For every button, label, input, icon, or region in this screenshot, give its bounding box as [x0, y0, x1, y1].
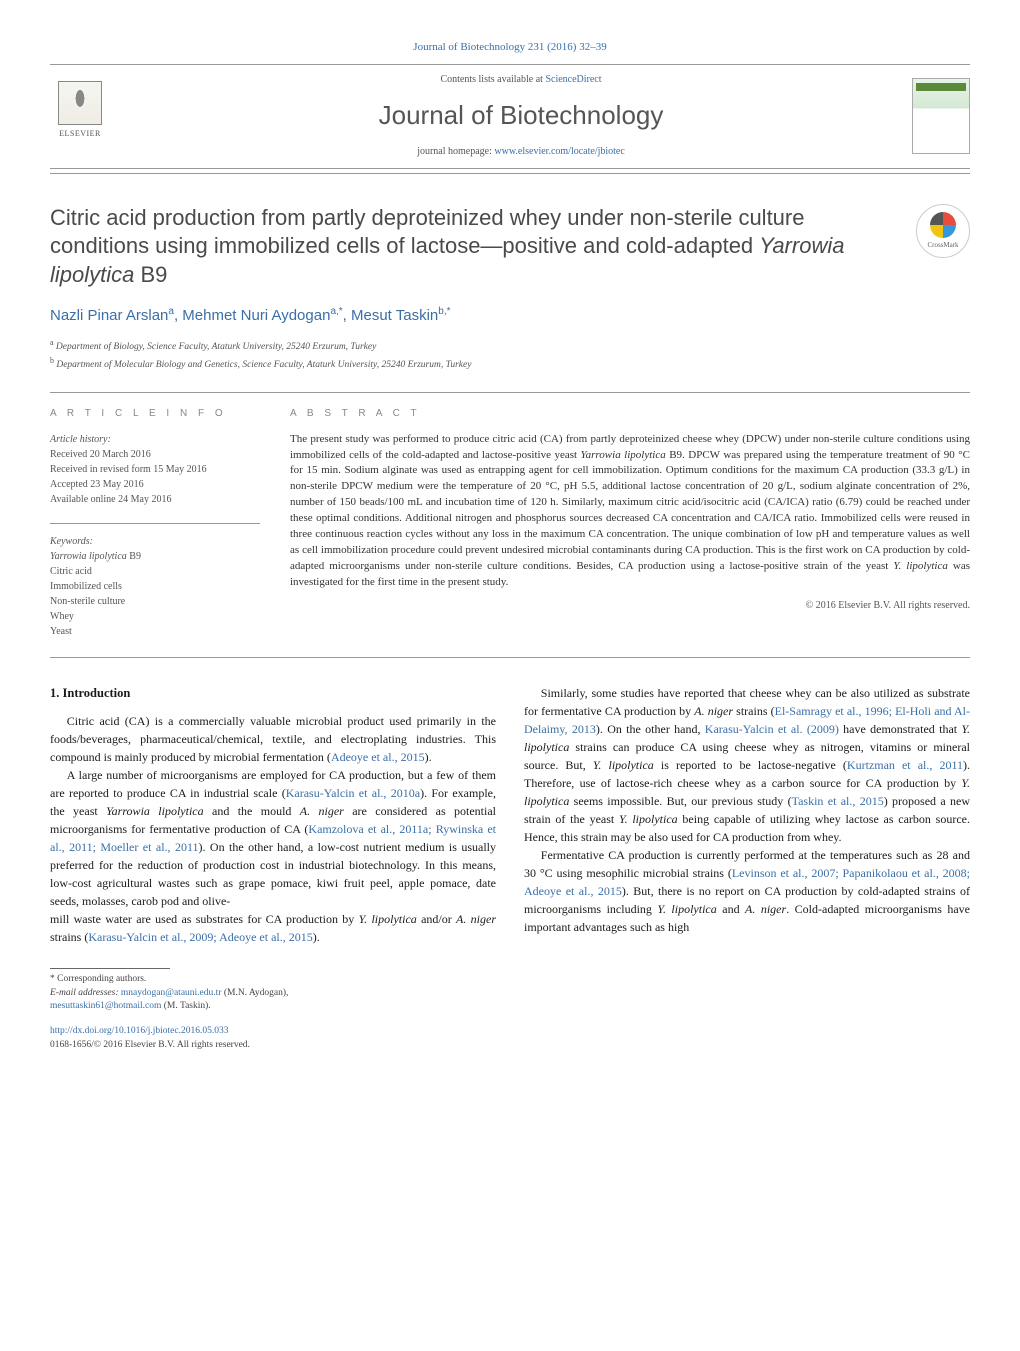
body-columns: 1. Introduction Citric acid (CA) is a co…	[50, 684, 970, 947]
affiliations: a Department of Biology, Science Faculty…	[50, 337, 970, 372]
corresponding-note: * Corresponding authors.	[50, 973, 970, 986]
crossmark-label: CrossMark	[927, 240, 958, 250]
keyword-6: Yeast	[50, 624, 260, 639]
authors: Nazli Pinar Arslana, Mehmet Nuri Aydogan…	[50, 305, 970, 327]
keyword-4: Non-sterile culture	[50, 594, 260, 609]
footer-rule	[50, 968, 170, 969]
intro-p5: Fermentative CA production is currently …	[524, 846, 970, 936]
history-revised: Received in revised form 15 May 2016	[50, 462, 260, 477]
journal-header-bar: ELSEVIER Contents lists available at Sci…	[50, 64, 970, 169]
emails-line: E-mail addresses: mnaydogan@atauni.edu.t…	[50, 987, 970, 1000]
header-rule	[50, 173, 970, 174]
footer-block: * Corresponding authors. E-mail addresse…	[50, 968, 970, 1051]
keyword-3: Immobilized cells	[50, 579, 260, 594]
meta-rule-top	[50, 392, 970, 393]
article-history: Article history: Received 20 March 2016 …	[50, 432, 260, 507]
contents-line: Contents lists available at ScienceDirec…	[130, 73, 912, 88]
email-label: E-mail addresses:	[50, 988, 121, 998]
article-title: Citric acid production from partly depro…	[50, 204, 896, 290]
emails-line-2: mesuttaskin61@hotmail.com (M. Taskin).	[50, 1000, 970, 1013]
issn-copyright: 0168-1656/© 2016 Elsevier B.V. All right…	[50, 1040, 250, 1050]
abstract-column: A B S T R A C T The present study was pe…	[290, 407, 970, 639]
journal-citation: Journal of Biotechnology 231 (2016) 32–3…	[50, 40, 970, 56]
email-2-who: (M. Taskin).	[161, 1001, 210, 1011]
history-accepted: Accepted 23 May 2016	[50, 477, 260, 492]
affiliation-b: b Department of Molecular Biology and Ge…	[50, 355, 970, 372]
history-head: Article history:	[50, 432, 260, 447]
intro-p3: mill waste water are used as substrates …	[50, 910, 496, 946]
meta-section: A R T I C L E I N F O Article history: R…	[50, 407, 970, 639]
abstract-text: The present study was performed to produ…	[290, 432, 970, 591]
history-online: Available online 24 May 2016	[50, 492, 260, 507]
section-heading-intro: 1. Introduction	[50, 684, 496, 703]
article-info-label: A R T I C L E I N F O	[50, 407, 260, 422]
keywords: Keywords: Yarrowia lipolytica B9 Citric …	[50, 534, 260, 639]
doi-block: http://dx.doi.org/10.1016/j.jbiotec.2016…	[50, 1025, 970, 1052]
keyword-1: Yarrowia lipolytica B9	[50, 549, 260, 564]
journal-homepage: journal homepage: www.elsevier.com/locat…	[130, 145, 912, 160]
article-info-column: A R T I C L E I N F O Article history: R…	[50, 407, 260, 639]
elsevier-logo: ELSEVIER	[50, 81, 110, 151]
keywords-rule	[50, 523, 260, 524]
elsevier-tree-icon	[58, 81, 102, 125]
email-2[interactable]: mesuttaskin61@hotmail.com	[50, 1001, 161, 1011]
keyword-2: Citric acid	[50, 564, 260, 579]
crossmark-icon	[930, 212, 956, 238]
journal-cover-thumb	[912, 78, 970, 154]
email-1[interactable]: mnaydogan@atauni.edu.tr	[121, 988, 222, 998]
crossmark-badge[interactable]: CrossMark	[916, 204, 970, 258]
email-1-who: (M.N. Aydogan),	[221, 988, 288, 998]
body-rule	[50, 657, 970, 658]
intro-p4: Similarly, some studies have reported th…	[524, 684, 970, 846]
homepage-link[interactable]: www.elsevier.com/locate/jbiotec	[494, 146, 624, 157]
doi-link[interactable]: http://dx.doi.org/10.1016/j.jbiotec.2016…	[50, 1026, 228, 1036]
keywords-head: Keywords:	[50, 534, 260, 549]
keyword-5: Whey	[50, 609, 260, 624]
homepage-label: journal homepage:	[417, 146, 494, 157]
page: Journal of Biotechnology 231 (2016) 32–3…	[0, 0, 1020, 1092]
history-received: Received 20 March 2016	[50, 447, 260, 462]
abstract-label: A B S T R A C T	[290, 407, 970, 422]
journal-center: Contents lists available at ScienceDirec…	[130, 73, 912, 160]
intro-p1: Citric acid (CA) is a commercially valua…	[50, 712, 496, 766]
elsevier-text: ELSEVIER	[59, 128, 101, 140]
intro-p2: A large number of microorganisms are emp…	[50, 766, 496, 910]
journal-title: Journal of Biotechnology	[130, 97, 912, 135]
contents-text: Contents lists available at	[440, 74, 545, 85]
article-header: Citric acid production from partly depro…	[50, 204, 970, 290]
abstract-copyright: © 2016 Elsevier B.V. All rights reserved…	[290, 599, 970, 614]
affiliation-a: a Department of Biology, Science Faculty…	[50, 337, 970, 354]
sciencedirect-link[interactable]: ScienceDirect	[545, 74, 601, 85]
